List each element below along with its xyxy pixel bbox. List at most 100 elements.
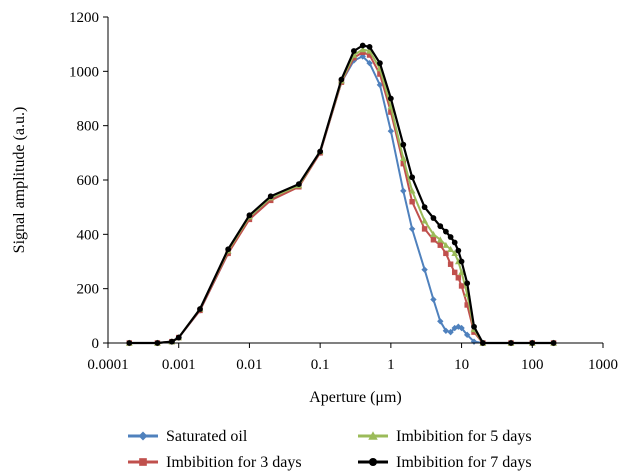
data-point — [387, 127, 395, 135]
data-point — [399, 154, 407, 161]
data-point — [458, 258, 465, 265]
data-point — [421, 226, 428, 232]
data-point — [455, 275, 462, 281]
data-point — [430, 296, 437, 303]
data-point — [421, 217, 428, 224]
legend-label: Imbibition for 7 days — [396, 454, 532, 471]
data-point — [421, 266, 428, 273]
data-point — [168, 338, 175, 345]
series-2 — [125, 46, 557, 346]
data-point — [246, 216, 253, 223]
legend: Saturated oil Imbibition for 3 days Imbibi… — [128, 428, 532, 471]
data-point — [451, 239, 458, 246]
data-point — [443, 228, 449, 235]
data-point — [225, 246, 232, 253]
y-tick-label: 1200 — [69, 10, 99, 26]
data-point — [359, 53, 366, 60]
y-tick-label: 400 — [77, 227, 100, 243]
legend-label: Imbibition for 5 days — [396, 428, 532, 445]
legend-item: Imbibition for 3 days — [128, 454, 302, 471]
series-1 — [126, 49, 557, 346]
data-point — [351, 48, 357, 54]
data-point — [359, 46, 367, 53]
legend-label: Saturated oil — [166, 428, 248, 445]
data-point — [458, 324, 465, 332]
data-point — [400, 160, 407, 167]
x-tick-label: 1 — [387, 357, 395, 373]
data-point — [464, 280, 471, 287]
data-point — [464, 302, 470, 308]
series-line — [129, 44, 554, 345]
axes — [107, 17, 603, 344]
data-point — [436, 236, 444, 243]
series-line — [129, 51, 554, 344]
x-tick-label: 0.1 — [311, 357, 330, 373]
data-point — [387, 95, 394, 102]
x-tick-label: 0.01 — [236, 357, 262, 373]
x-tick-label: 0.0001 — [87, 357, 128, 373]
x-tick-label: 100 — [521, 357, 544, 373]
series-3 — [126, 42, 557, 346]
data-point — [409, 199, 415, 205]
data-point — [458, 269, 465, 276]
x-ticks: 0.0001 0.001 0.01 0.1 1 10 100 1000 — [87, 343, 618, 373]
data-point — [359, 42, 366, 49]
legend-marker — [138, 431, 148, 441]
data-point — [359, 49, 366, 56]
legend-marker — [139, 458, 147, 466]
data-point — [366, 47, 373, 54]
data-point — [447, 245, 454, 252]
y-tick-label: 0 — [92, 336, 100, 352]
data-point — [447, 261, 454, 267]
data-point — [421, 204, 428, 211]
data-point — [197, 306, 203, 312]
data-point — [430, 230, 437, 238]
data-point — [295, 181, 302, 187]
legend-item: Saturated oil — [128, 428, 248, 445]
x-tick-label: 10 — [454, 357, 469, 373]
data-point — [437, 242, 444, 248]
y-tick-label: 200 — [77, 282, 100, 298]
data-point — [443, 250, 449, 257]
x-tick-label: 0.001 — [162, 357, 196, 373]
data-point — [225, 250, 231, 257]
data-point — [442, 241, 450, 248]
legend-marker — [368, 431, 378, 440]
series-line — [129, 48, 554, 344]
data-point — [267, 193, 274, 200]
data-point — [409, 174, 416, 181]
data-point — [455, 247, 462, 254]
x-axis-title: Aperture (μm) — [309, 389, 402, 406]
data-point — [471, 329, 477, 335]
y-tick-label: 1000 — [69, 64, 99, 80]
data-point — [317, 148, 324, 155]
data-point — [175, 334, 182, 341]
y-tick-label: 800 — [77, 119, 100, 135]
legend-marker — [368, 457, 378, 467]
data-point — [366, 59, 373, 67]
data-point — [447, 234, 454, 240]
data-point — [408, 225, 416, 233]
data-point — [437, 318, 444, 325]
data-point — [366, 52, 373, 58]
legend-item: Imbibition for 5 days — [358, 428, 532, 445]
data-point — [400, 141, 407, 148]
data-point — [338, 76, 345, 83]
data-point — [351, 55, 357, 61]
series-line — [129, 55, 554, 344]
data-point — [451, 249, 459, 257]
data-point — [377, 71, 383, 77]
y-axis-title: Signal amplitude (a.u.) — [11, 107, 28, 254]
data-point — [463, 331, 471, 339]
data-point — [430, 215, 437, 221]
data-point — [366, 44, 373, 50]
series-0 — [126, 53, 557, 347]
x-tick-label: 1000 — [588, 357, 618, 373]
data-point — [267, 197, 274, 204]
legend-item: Imbibition for 7 days — [358, 454, 532, 471]
data-point — [376, 81, 384, 89]
legend-label: Imbibition for 3 days — [166, 454, 302, 471]
y-tick-label: 600 — [77, 173, 100, 189]
series-layer — [125, 42, 557, 347]
